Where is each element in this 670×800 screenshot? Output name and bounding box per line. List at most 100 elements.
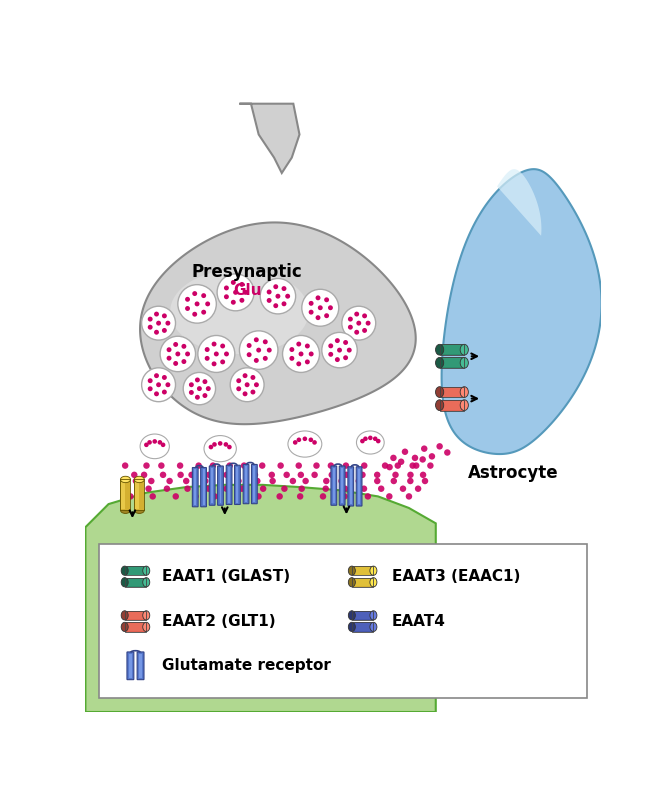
Text: EAAT1 (GLAST): EAAT1 (GLAST) [162,569,291,584]
Ellipse shape [121,507,131,514]
Circle shape [147,440,152,445]
Circle shape [421,446,427,452]
Ellipse shape [170,270,309,354]
Circle shape [322,332,357,368]
Circle shape [359,472,366,478]
Circle shape [241,462,247,469]
Circle shape [281,486,287,492]
Bar [126,578,145,586]
Circle shape [177,462,184,469]
Bar [237,467,239,502]
Bar [353,578,372,586]
Ellipse shape [460,344,468,355]
Bar [352,566,373,575]
Circle shape [237,386,241,391]
Circle shape [220,343,225,349]
Circle shape [348,317,353,322]
Bar [135,480,139,510]
Circle shape [173,493,179,500]
Bar [440,358,464,368]
Circle shape [406,493,412,500]
Circle shape [362,328,367,333]
Circle shape [165,321,170,326]
Ellipse shape [143,578,150,587]
Circle shape [202,478,208,484]
Circle shape [185,351,190,357]
Text: EAAT4: EAAT4 [392,614,446,629]
Circle shape [226,462,233,469]
Bar [125,566,146,575]
Circle shape [195,378,200,382]
Ellipse shape [370,566,377,575]
Circle shape [342,306,376,340]
Bar [441,358,463,367]
Circle shape [373,437,377,441]
Bar [194,470,196,505]
Circle shape [148,478,155,484]
Bar [126,623,145,630]
Circle shape [141,368,176,402]
Circle shape [283,335,320,373]
Circle shape [239,331,278,370]
FancyBboxPatch shape [99,544,588,698]
Ellipse shape [134,476,144,482]
Circle shape [277,493,283,500]
FancyBboxPatch shape [200,467,206,506]
Bar [125,622,146,631]
Bar [125,578,146,587]
Bar [440,386,464,398]
Circle shape [231,280,236,285]
Circle shape [224,351,229,357]
Circle shape [173,342,178,347]
PathPatch shape [442,169,602,454]
Ellipse shape [134,507,144,514]
Circle shape [208,445,213,450]
FancyBboxPatch shape [209,466,215,506]
Circle shape [303,437,307,441]
PathPatch shape [239,104,299,173]
Circle shape [251,375,255,380]
Text: Astrocyte: Astrocyte [468,464,558,482]
Circle shape [356,321,361,326]
FancyBboxPatch shape [331,466,337,506]
Circle shape [217,274,254,311]
Bar [125,622,146,631]
Bar [220,468,222,503]
FancyBboxPatch shape [339,466,345,506]
FancyBboxPatch shape [218,466,223,506]
Bar [352,578,373,587]
Circle shape [234,472,241,478]
FancyBboxPatch shape [226,466,232,505]
Circle shape [202,379,208,384]
Circle shape [224,442,228,446]
Circle shape [328,472,335,478]
Circle shape [147,317,153,322]
Circle shape [267,290,271,294]
Circle shape [320,493,326,500]
Circle shape [122,462,129,469]
Bar [125,610,146,620]
Circle shape [293,440,297,445]
Ellipse shape [436,386,444,398]
Circle shape [316,295,320,300]
Bar [440,400,464,410]
Ellipse shape [370,622,377,631]
Circle shape [223,472,230,478]
Circle shape [160,472,166,478]
Circle shape [392,472,399,478]
Bar [228,467,230,502]
Bar [358,469,360,504]
Bar [441,401,463,410]
Circle shape [231,300,236,305]
Circle shape [354,312,359,317]
Circle shape [362,314,367,318]
Circle shape [166,478,173,484]
Ellipse shape [460,386,468,398]
Circle shape [230,368,264,402]
Circle shape [407,478,413,484]
Circle shape [237,378,241,383]
Circle shape [281,286,287,291]
Circle shape [201,310,206,314]
Ellipse shape [370,578,377,587]
Circle shape [382,462,389,469]
